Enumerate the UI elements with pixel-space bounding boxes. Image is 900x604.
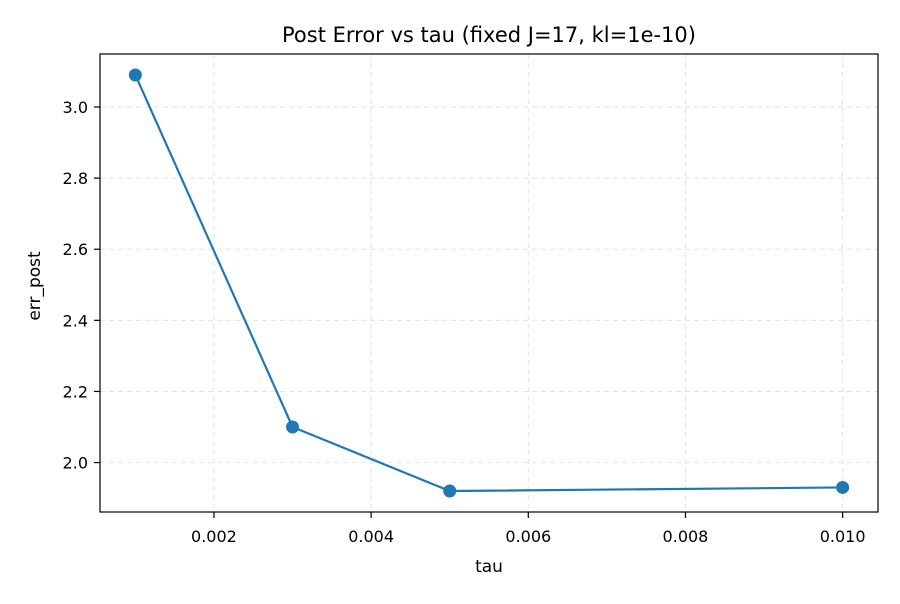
- y-tick-label-4: 2.8: [63, 169, 88, 188]
- y-tick-label-1: 2.2: [63, 382, 88, 401]
- grid-lines: [100, 54, 878, 512]
- data-series: [128, 68, 850, 498]
- x-tick-label-2: 0.006: [505, 527, 551, 546]
- plot-frame: [99, 53, 879, 513]
- y-tick-label-0: 2.0: [63, 454, 88, 473]
- tick-marks: 0.002 0.004 0.006 0.008 0.010 2.0 2.2 2.4 2.6 2.8…: [63, 98, 866, 546]
- y-tick-label-2: 2.4: [63, 311, 88, 330]
- data-point-0-3: [836, 480, 850, 494]
- y-tick-label-3: 2.6: [63, 240, 88, 259]
- x-tick-label-1: 0.004: [348, 527, 394, 546]
- y-axis-label: err_post: [25, 251, 45, 321]
- x-tick-label-0: 0.002: [191, 527, 237, 546]
- chart-title: Post Error vs tau (fixed J=17, kl=1e-10): [282, 23, 696, 47]
- y-tick-label-5: 3.0: [63, 98, 88, 117]
- data-point-0-0: [128, 68, 142, 82]
- data-point-0-2: [443, 484, 457, 498]
- x-tick-label-3: 0.008: [663, 527, 709, 546]
- x-axis-label: tau: [475, 557, 503, 577]
- axes: [99, 53, 879, 513]
- x-tick-label-4: 0.010: [820, 527, 866, 546]
- data-point-0-1: [286, 420, 300, 434]
- series-line-0: [134, 74, 843, 493]
